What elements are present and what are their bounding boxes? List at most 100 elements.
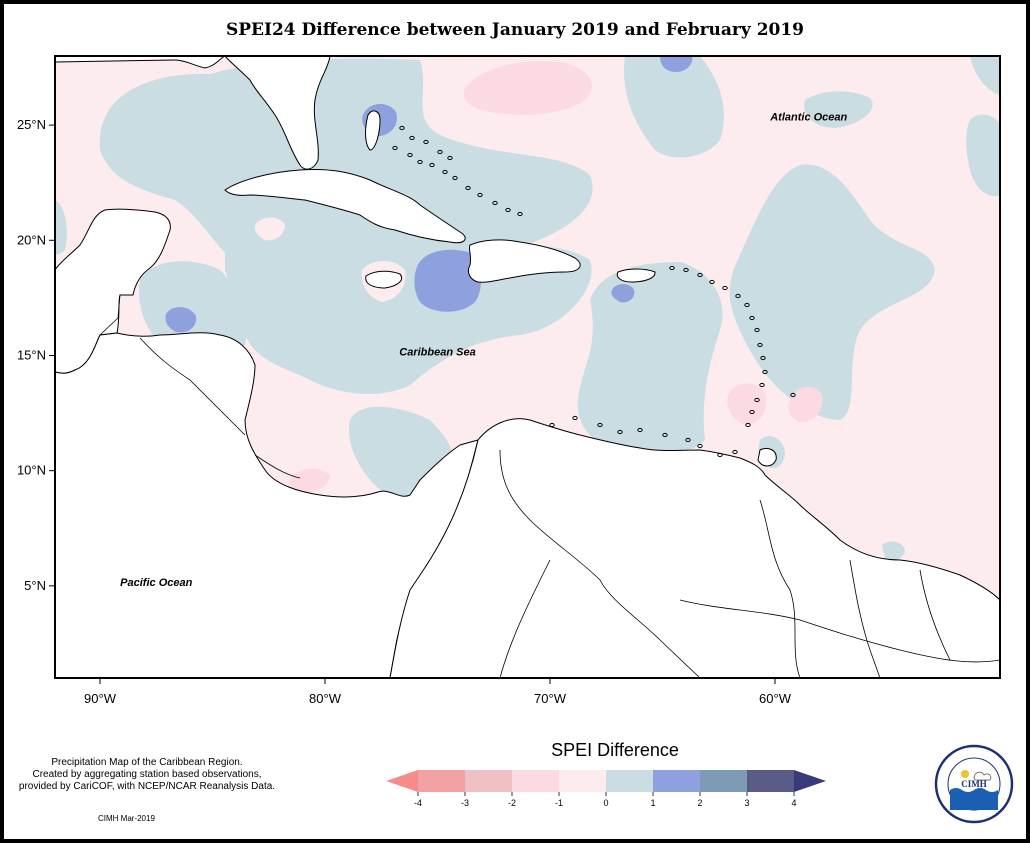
island-31	[447, 155, 453, 161]
legend-tick-label-0: -4	[414, 798, 422, 808]
credits-line-1: Precipitation Map of the Caribbean Regio…	[51, 757, 243, 768]
island-6	[759, 382, 765, 388]
credits-date: CIMH Mar-2019	[98, 814, 155, 823]
spei-field	[55, 56, 1000, 598]
field-blue2-north	[660, 56, 693, 72]
land-trinidad	[757, 447, 777, 467]
credits-line-2: Created by aggregating station based obs…	[32, 769, 262, 780]
legend-tick-label-8: 4	[791, 798, 796, 808]
ocean-label-2: Pacific Ocean	[120, 577, 192, 589]
field-blue-atlantic-n2	[804, 91, 873, 128]
legend-tick-label-3: -1	[555, 798, 563, 808]
island-30	[437, 149, 443, 155]
border-brazil	[679, 599, 1000, 663]
legend-tick-label-1: -3	[461, 798, 469, 808]
island-39	[697, 443, 703, 449]
island-5	[762, 369, 768, 375]
field-pink-cuba-s	[254, 217, 285, 241]
field-blue-west	[139, 261, 247, 357]
legend-colorbar	[386, 770, 826, 792]
credits-line-3: provided by CariCOF, with NCEP/NCAR Rean…	[18, 781, 276, 792]
island-2	[754, 327, 760, 333]
lat-tick-label-0: 25°N	[17, 117, 46, 132]
legend-segment-5	[653, 770, 700, 792]
land-hispaniola	[467, 239, 581, 283]
country-borders	[99, 294, 1000, 678]
island-34	[597, 422, 603, 428]
legend-segment-1	[465, 770, 512, 792]
legend-arrow-left	[386, 770, 418, 792]
map-area	[55, 56, 1000, 678]
field-blue-corner-ne	[970, 56, 1000, 95]
land-masses	[55, 56, 1000, 678]
field-blue-atlantic-east	[729, 164, 935, 420]
legend-segment-7	[747, 770, 794, 792]
field-blue2-honduras	[165, 307, 197, 333]
border-costa-rica	[254, 454, 301, 479]
island-27	[399, 125, 405, 131]
lat-tick-label-1: 20°N	[17, 232, 46, 247]
island-32	[549, 422, 555, 428]
island-23	[477, 192, 483, 198]
border-venezuela-guyana	[759, 499, 801, 678]
land-north-us	[55, 56, 227, 69]
cloud-icon	[973, 771, 992, 781]
island-9	[745, 422, 751, 428]
field-blue-gulf-north	[99, 58, 593, 265]
lon-tick-label-0: 90°W	[84, 691, 117, 706]
lat-tick-label-3: 10°N	[17, 463, 46, 478]
cimh-logo: CIMH	[934, 744, 1014, 824]
land-jamaica	[365, 270, 403, 289]
island-15	[669, 265, 675, 271]
lon-tick-label-1: 80°W	[309, 691, 342, 706]
island-41	[717, 452, 723, 458]
land-south-america	[389, 418, 1000, 678]
island-12	[722, 285, 728, 291]
logo-text: CIMH	[961, 779, 987, 789]
island-17	[407, 152, 413, 158]
field-blue-sw	[55, 200, 67, 255]
field-blue-east-caribbean	[577, 262, 723, 457]
legend-arrow-right	[794, 770, 826, 792]
field-blue2-hispaniola	[414, 249, 481, 312]
land-florida	[224, 56, 331, 170]
credits: Precipitation Map of the Caribbean Regio…	[4, 757, 290, 793]
island-33	[572, 415, 578, 421]
island-1	[749, 315, 755, 321]
field-pink-antilles-2	[788, 386, 823, 423]
field-pink-antilles-1	[727, 383, 767, 425]
island-14	[683, 267, 689, 273]
land-cuba	[224, 169, 466, 244]
island-0	[744, 302, 750, 308]
island-21	[452, 175, 458, 181]
island-29	[423, 139, 429, 145]
border-guyana-suriname	[849, 559, 881, 678]
island-18	[417, 159, 423, 165]
island-22	[465, 185, 471, 191]
field-blue-atlantic-ne	[966, 114, 1000, 197]
legend-tick-label-5: 1	[650, 798, 655, 808]
wave-icon	[950, 788, 998, 810]
island-28	[409, 135, 415, 141]
legend-tick-label-2: -2	[508, 798, 516, 808]
legend-tick-label-4: 0	[603, 798, 608, 808]
lon-tick-label-3: 60°W	[759, 691, 792, 706]
border-colombia-venezuela	[499, 449, 701, 678]
island-38	[685, 437, 691, 443]
land-puerto-rico	[616, 268, 656, 283]
island-11	[709, 279, 715, 285]
island-16	[392, 145, 398, 151]
border-mx-guatemala	[99, 294, 121, 336]
island-24	[492, 200, 498, 206]
legend-segment-4	[606, 770, 653, 792]
lat-tick-label-2: 15°N	[17, 347, 46, 362]
lat-tick-label-4: 5°N	[24, 578, 46, 593]
border-suriname-fg	[919, 569, 951, 661]
island-25	[505, 207, 511, 213]
field-blue2-puerto-rico	[611, 284, 635, 303]
small-islands	[392, 125, 796, 458]
map-title: SPEI24 Difference between January 2019 a…	[225, 20, 805, 40]
island-35	[617, 429, 623, 435]
border-honduras	[139, 337, 191, 381]
